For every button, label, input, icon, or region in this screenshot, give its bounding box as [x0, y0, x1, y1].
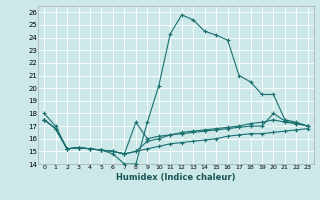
X-axis label: Humidex (Indice chaleur): Humidex (Indice chaleur): [116, 173, 236, 182]
